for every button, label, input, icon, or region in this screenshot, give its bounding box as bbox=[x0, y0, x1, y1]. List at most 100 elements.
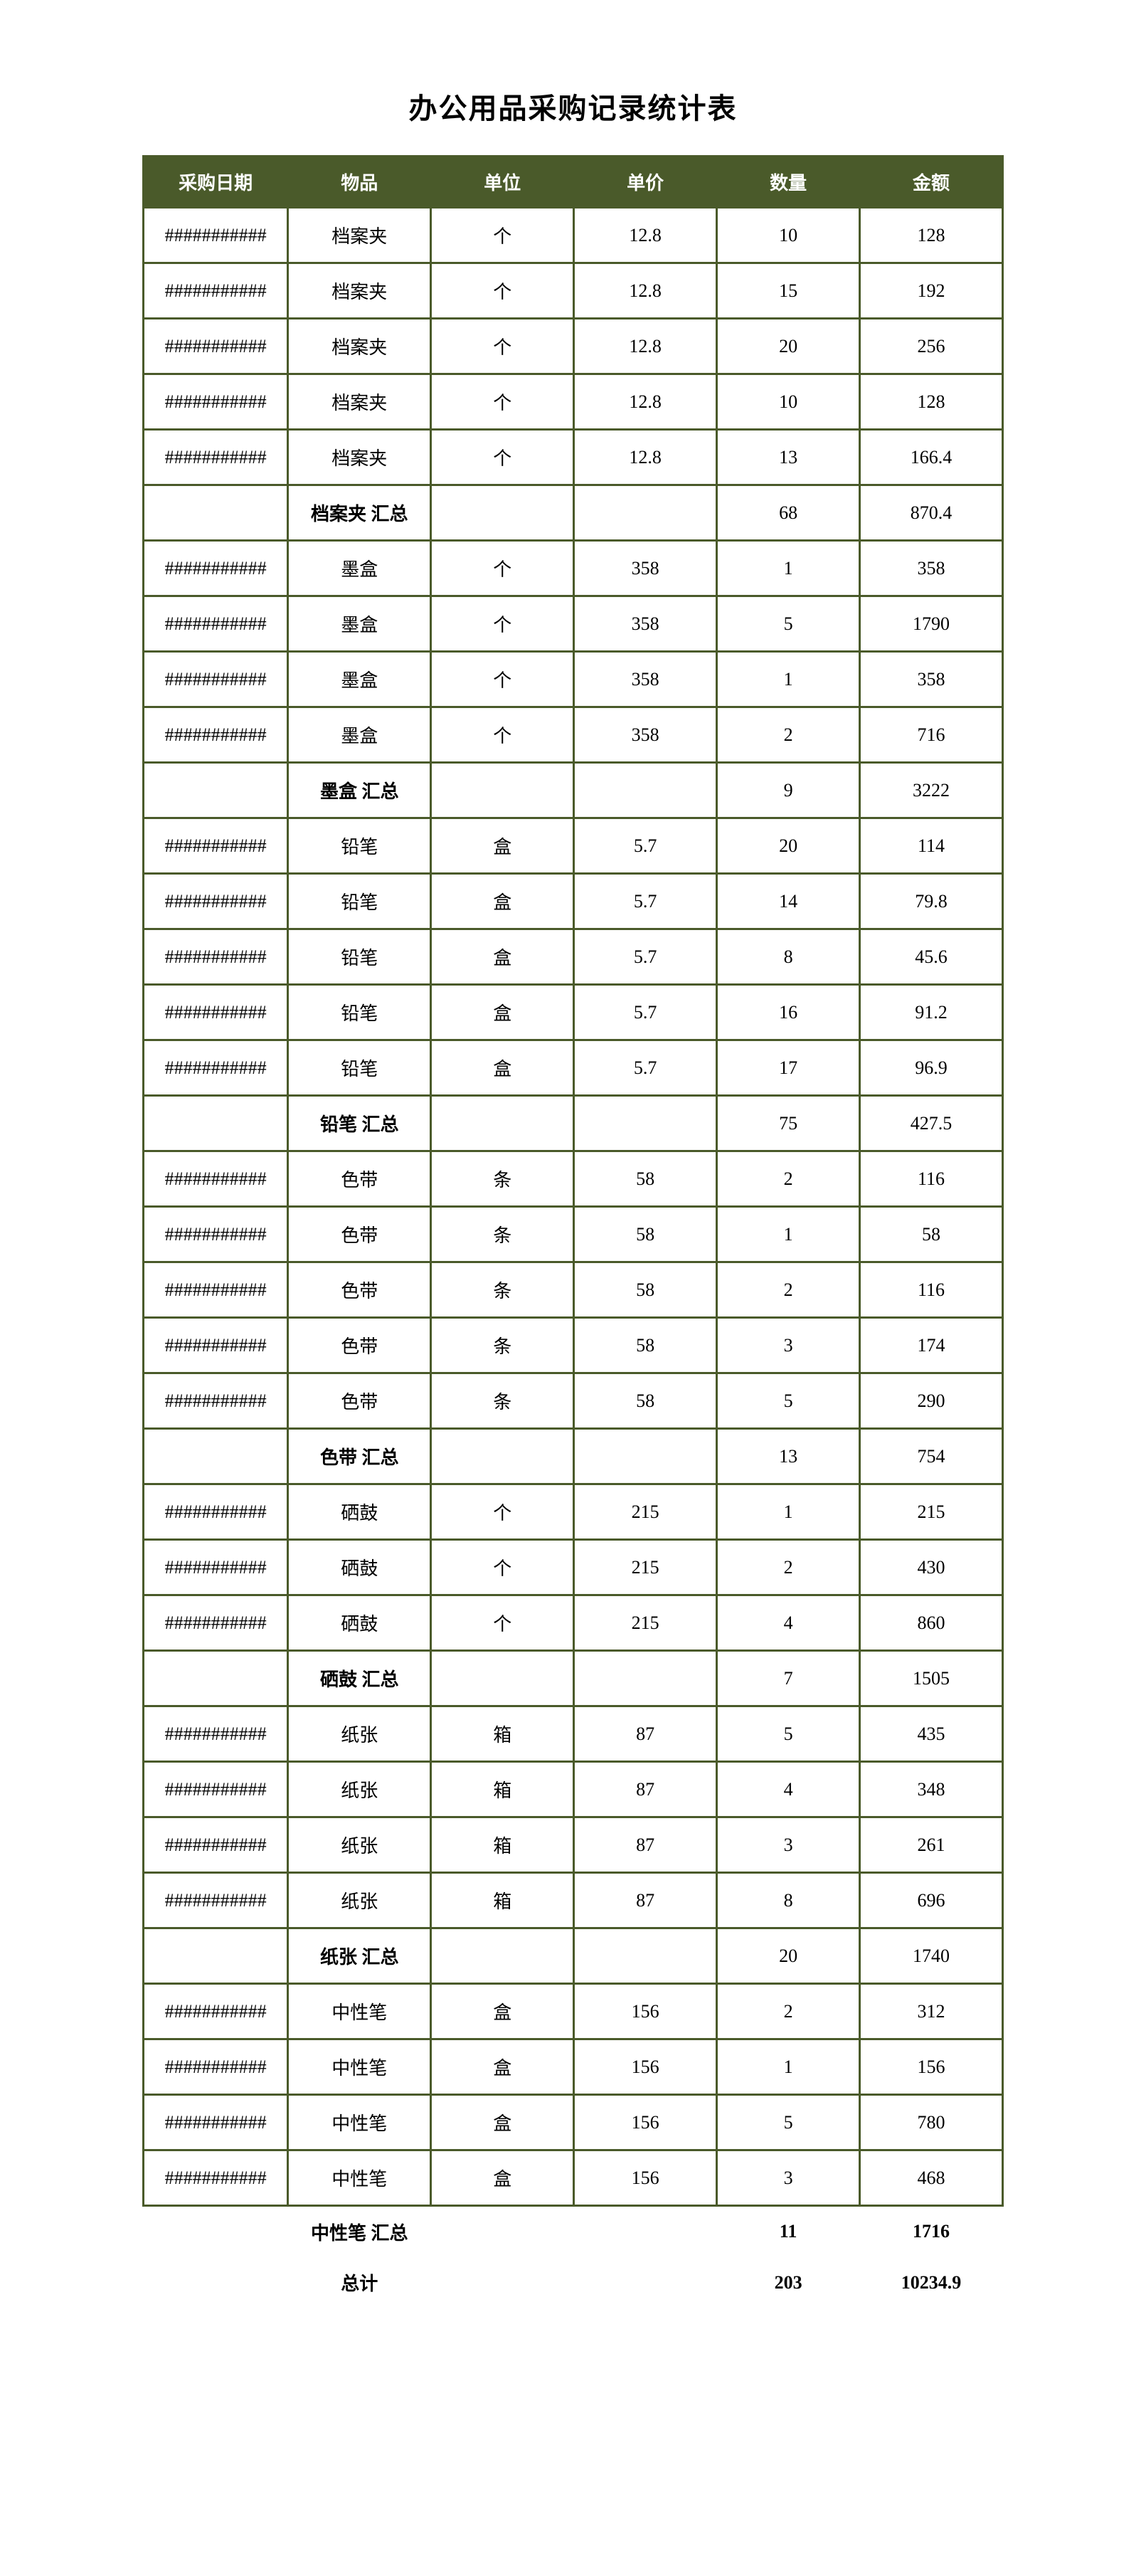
cell-price: 58 bbox=[574, 1207, 717, 1262]
cell-price: 12.8 bbox=[574, 208, 717, 263]
cell-amount: 716 bbox=[860, 707, 1003, 763]
cell-qty: 13 bbox=[717, 1429, 860, 1484]
page-title: 办公用品采购记录统计表 bbox=[142, 85, 1004, 127]
cell-unit bbox=[431, 2257, 574, 2308]
cell-price bbox=[574, 1429, 717, 1484]
cell-price: 358 bbox=[574, 707, 717, 763]
cell-item: 纸张 bbox=[288, 1873, 431, 1928]
table-row: ###########硒鼓个2151215 bbox=[144, 1484, 1003, 1540]
table-row: ###########纸张箱875435 bbox=[144, 1706, 1003, 1762]
cell-item: 色带 bbox=[288, 1207, 431, 1262]
cell-unit: 箱 bbox=[431, 1706, 574, 1762]
cell-amount: 58 bbox=[860, 1207, 1003, 1262]
cell-date: ########### bbox=[144, 1595, 288, 1651]
cell-price bbox=[574, 485, 717, 541]
cell-price: 12.8 bbox=[574, 430, 717, 485]
cell-amount: 312 bbox=[860, 1984, 1003, 2039]
cell-unit: 个 bbox=[431, 374, 574, 430]
cell-qty: 10 bbox=[717, 208, 860, 263]
table-row: ###########墨盒个3581358 bbox=[144, 652, 1003, 707]
cell-qty: 3 bbox=[717, 1817, 860, 1873]
cell-price: 215 bbox=[574, 1595, 717, 1651]
table-row: ###########铅笔盒5.720114 bbox=[144, 818, 1003, 874]
header-amount: 金额 bbox=[860, 157, 1003, 208]
table-row: ###########档案夹个12.813166.4 bbox=[144, 430, 1003, 485]
cell-unit: 盒 bbox=[431, 2039, 574, 2095]
cell-price bbox=[574, 1928, 717, 1984]
cell-amount: 114 bbox=[860, 818, 1003, 874]
cell-item: 铅笔 bbox=[288, 874, 431, 929]
cell-qty: 10 bbox=[717, 374, 860, 430]
cell-price: 5.7 bbox=[574, 874, 717, 929]
cell-date: ########### bbox=[144, 2095, 288, 2150]
cell-unit: 条 bbox=[431, 1373, 574, 1429]
cell-item: 中性笔 bbox=[288, 1984, 431, 2039]
cell-date: ########### bbox=[144, 1540, 288, 1595]
cell-qty: 20 bbox=[717, 319, 860, 374]
cell-qty: 2 bbox=[717, 707, 860, 763]
cell-amount: 696 bbox=[860, 1873, 1003, 1928]
header-unit: 单位 bbox=[431, 157, 574, 208]
cell-item: 纸张 汇总 bbox=[288, 1928, 431, 1984]
table-row: ###########色带条583174 bbox=[144, 1318, 1003, 1373]
cell-amount: 128 bbox=[860, 374, 1003, 430]
table-row: ###########中性笔盒1563468 bbox=[144, 2150, 1003, 2206]
cell-qty: 1 bbox=[717, 541, 860, 596]
cell-amount: 427.5 bbox=[860, 1096, 1003, 1151]
cell-item: 中性笔 汇总 bbox=[288, 2206, 431, 2257]
cell-price: 12.8 bbox=[574, 319, 717, 374]
cell-unit: 个 bbox=[431, 707, 574, 763]
table-row: ###########纸张箱873261 bbox=[144, 1817, 1003, 1873]
cell-date: ########### bbox=[144, 1484, 288, 1540]
cell-date: ########### bbox=[144, 596, 288, 652]
cell-price: 12.8 bbox=[574, 374, 717, 430]
table-summary-row: 色带 汇总13754 bbox=[144, 1429, 1003, 1484]
table-row: ###########中性笔盒1561156 bbox=[144, 2039, 1003, 2095]
table-row: ###########色带条585290 bbox=[144, 1373, 1003, 1429]
cell-unit: 个 bbox=[431, 1595, 574, 1651]
cell-unit: 盒 bbox=[431, 1984, 574, 2039]
cell-amount: 192 bbox=[860, 263, 1003, 319]
table-footer-row: 总计20310234.9 bbox=[144, 2257, 1003, 2308]
cell-price: 358 bbox=[574, 596, 717, 652]
cell-unit: 个 bbox=[431, 596, 574, 652]
cell-amount: 1740 bbox=[860, 1928, 1003, 1984]
cell-amount: 1716 bbox=[860, 2206, 1003, 2257]
table-row: ###########墨盒个3581358 bbox=[144, 541, 1003, 596]
cell-qty: 13 bbox=[717, 430, 860, 485]
cell-amount: 780 bbox=[860, 2095, 1003, 2150]
cell-amount: 116 bbox=[860, 1262, 1003, 1318]
cell-item: 墨盒 bbox=[288, 596, 431, 652]
cell-amount: 215 bbox=[860, 1484, 1003, 1540]
cell-date: ########### bbox=[144, 541, 288, 596]
cell-qty: 1 bbox=[717, 2039, 860, 2095]
cell-qty: 5 bbox=[717, 1706, 860, 1762]
table-row: ###########铅笔盒5.71691.2 bbox=[144, 985, 1003, 1040]
cell-qty: 20 bbox=[717, 1928, 860, 1984]
cell-date bbox=[144, 2206, 288, 2257]
cell-qty: 7 bbox=[717, 1651, 860, 1706]
cell-date: ########### bbox=[144, 1873, 288, 1928]
table-header-row: 采购日期 物品 单位 单价 数量 金额 bbox=[144, 157, 1003, 208]
cell-qty: 9 bbox=[717, 763, 860, 818]
cell-item: 铅笔 bbox=[288, 985, 431, 1040]
cell-date bbox=[144, 2257, 288, 2308]
cell-item: 墨盒 bbox=[288, 541, 431, 596]
table-row: ###########铅笔盒5.71796.9 bbox=[144, 1040, 1003, 1096]
cell-qty: 2 bbox=[717, 1540, 860, 1595]
cell-item: 总计 bbox=[288, 2257, 431, 2308]
cell-amount: 430 bbox=[860, 1540, 1003, 1595]
cell-unit bbox=[431, 2206, 574, 2257]
cell-unit: 盒 bbox=[431, 874, 574, 929]
cell-price: 87 bbox=[574, 1817, 717, 1873]
cell-unit: 个 bbox=[431, 263, 574, 319]
cell-qty: 4 bbox=[717, 1762, 860, 1817]
cell-amount: 45.6 bbox=[860, 929, 1003, 985]
cell-amount: 256 bbox=[860, 319, 1003, 374]
cell-unit: 个 bbox=[431, 430, 574, 485]
cell-date: ########### bbox=[144, 1151, 288, 1207]
table-row: ###########纸张箱878696 bbox=[144, 1873, 1003, 1928]
cell-price bbox=[574, 1096, 717, 1151]
cell-qty: 1 bbox=[717, 652, 860, 707]
cell-date: ########### bbox=[144, 1984, 288, 2039]
